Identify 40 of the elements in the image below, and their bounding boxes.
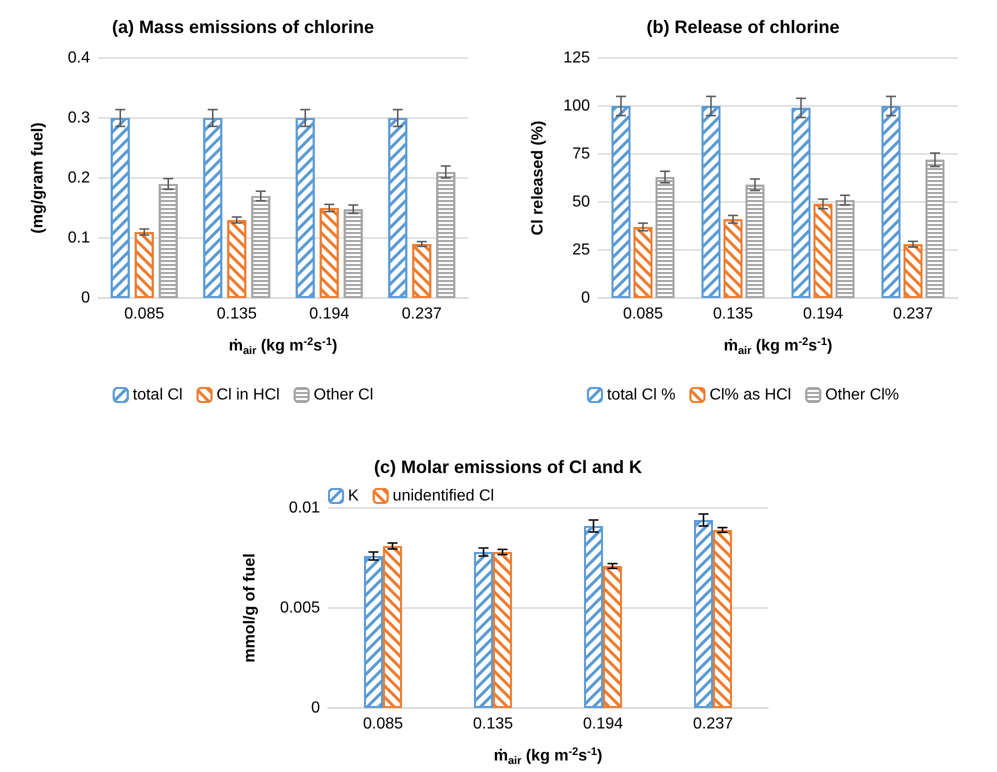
legend-label: total Cl — [132, 386, 183, 404]
legend-label: Other Cl — [314, 386, 374, 404]
x-tick-label: 0.085 — [124, 306, 164, 322]
legend-label: Cl in HCl — [216, 386, 280, 404]
y-tick-label: 0.3 — [68, 110, 90, 126]
x-tick-label: 0.135 — [712, 306, 754, 322]
x-tick-label: 0.237 — [892, 306, 934, 322]
legend-label: K — [348, 488, 359, 504]
y-tick-label: 0 — [311, 700, 320, 716]
y-axis-title: Cl released (%) — [530, 120, 546, 236]
y-axis-title: mmol/g of fuel — [242, 553, 258, 663]
y-tick-label: 0 — [81, 290, 90, 306]
y-tick-label: 125 — [563, 50, 590, 66]
y-tick-label: 0.4 — [68, 50, 90, 66]
y-tick-label: 0 — [581, 290, 590, 306]
legend-label: Cl% as HCl — [709, 386, 792, 404]
x-tick-label: 0.194 — [582, 716, 624, 732]
legend-label: unidentified Cl — [392, 488, 494, 504]
chart-title: (a) Mass emissions of chlorine — [112, 17, 374, 37]
chart-title: (b) Release of chlorine — [646, 17, 840, 37]
legend-label: total Cl % — [606, 386, 676, 404]
y-tick-label: 25 — [572, 242, 590, 258]
y-tick-label: 50 — [572, 194, 590, 210]
chart-title: (c) Molar emissions of Cl and K — [374, 457, 642, 477]
y-tick-label: 0.01 — [288, 500, 320, 516]
x-tick-label: 0.085 — [362, 716, 404, 732]
y-tick-label: 75 — [572, 146, 590, 162]
legend-label: Other Cl% — [825, 386, 900, 404]
y-axis-title: (mg/gram fuel) — [30, 122, 46, 234]
y-tick-label: 100 — [563, 98, 590, 114]
x-tick-label: 0.135 — [216, 306, 257, 322]
x-tick-label: 0.237 — [402, 306, 442, 322]
y-tick-label: 0.2 — [68, 170, 90, 186]
x-tick-label: 0.194 — [802, 306, 844, 322]
x-tick-label: 0.237 — [692, 716, 734, 732]
y-tick-label: 0.1 — [68, 230, 90, 246]
x-tick-label: 0.135 — [472, 716, 514, 732]
x-tick-label: 0.194 — [309, 306, 350, 322]
y-tick-label: 0.005 — [280, 600, 320, 616]
x-tick-label: 0.085 — [622, 306, 664, 322]
